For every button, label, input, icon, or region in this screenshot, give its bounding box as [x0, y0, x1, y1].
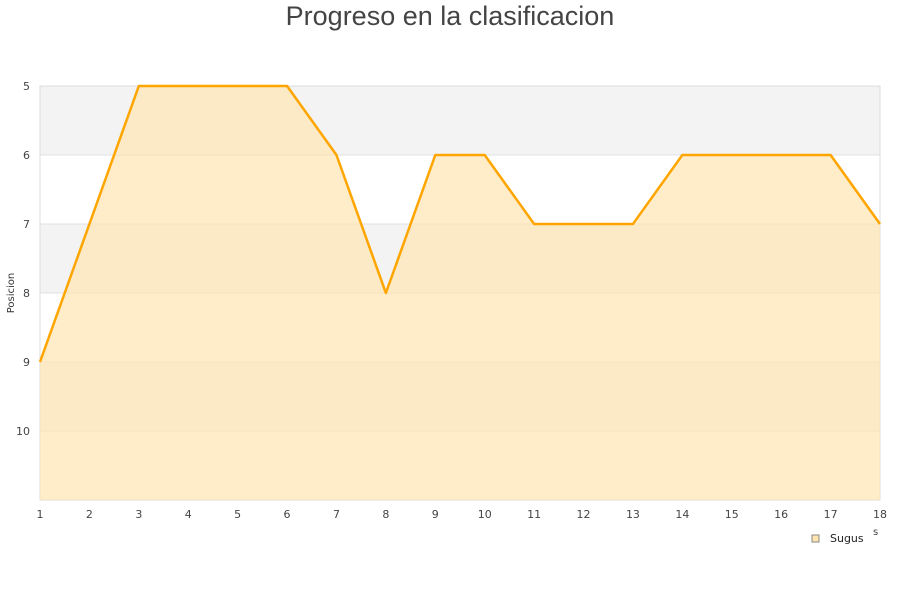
x-tick-label: 18	[873, 508, 887, 521]
x-tick-label: 2	[86, 508, 93, 521]
x-tick-label: 15	[725, 508, 739, 521]
y-tick-label: 6	[23, 149, 30, 162]
x-tick-label: 17	[824, 508, 838, 521]
x-tick-label: 7	[333, 508, 340, 521]
x-tick-label: 1	[37, 508, 44, 521]
x-tick-label: 4	[185, 508, 192, 521]
legend-swatch	[811, 534, 820, 543]
x-tick-label: 13	[626, 508, 640, 521]
x-tick-label: 12	[577, 508, 591, 521]
x-tick-label: 16	[774, 508, 788, 521]
area-fill	[40, 86, 880, 500]
y-tick-label: 8	[23, 287, 30, 300]
x-tick-label: 3	[135, 508, 142, 521]
x-tick-label: 10	[478, 508, 492, 521]
x-tick-label: 5	[234, 508, 241, 521]
series-line	[38, 84, 882, 363]
y-tick-label: 10	[16, 425, 30, 438]
y-axis-label: Posicion	[6, 273, 17, 314]
chart-title: Progreso en la clasificacion	[285, 1, 615, 31]
legend-label: Sugus	[830, 532, 864, 545]
x-tick-label: 6	[284, 508, 291, 521]
x-tick-label: 9	[432, 508, 439, 521]
x-tick-label: 8	[382, 508, 389, 521]
y-tick-label: 9	[23, 356, 30, 369]
x-tick-label: 14	[675, 508, 689, 521]
x-tick-label: 11	[527, 508, 541, 521]
y-tick-label: 7	[23, 218, 30, 231]
y-tick-label: 5	[23, 80, 30, 93]
x-axis-label-fragment: s	[873, 527, 878, 538]
